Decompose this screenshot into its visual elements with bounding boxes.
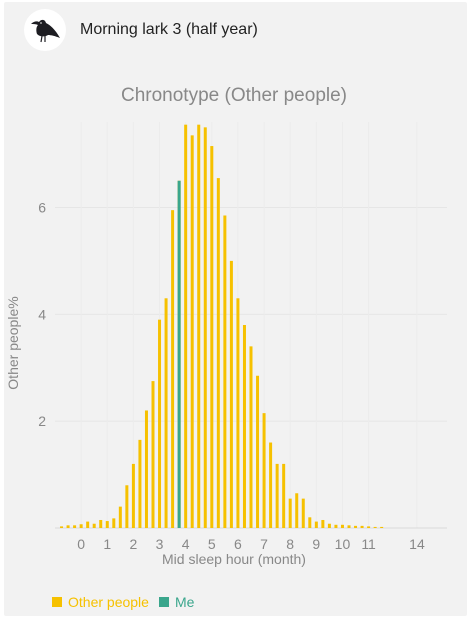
bar-other-people[interactable] (112, 518, 116, 528)
bird-icon (31, 19, 60, 43)
bar-other-people[interactable] (301, 498, 305, 528)
bar-other-people[interactable] (275, 463, 279, 528)
legend-label-me: Me (174, 594, 195, 610)
bar-other-people[interactable] (360, 525, 364, 528)
bar-other-people[interactable] (373, 526, 377, 528)
bar-other-people[interactable] (125, 485, 129, 528)
bar-other-people[interactable] (92, 523, 96, 528)
bar-other-people[interactable] (79, 524, 83, 528)
bar-other-people[interactable] (262, 413, 266, 528)
bar-other-people[interactable] (340, 524, 344, 528)
bar-other-people[interactable] (73, 525, 77, 528)
legend: Other people Me (52, 594, 204, 610)
bar-other-people[interactable] (347, 525, 351, 528)
avatar (24, 9, 66, 51)
x-tick-label: 7 (260, 536, 268, 552)
bar-other-people[interactable] (295, 493, 299, 528)
x-tick-label: 1 (103, 536, 111, 552)
x-tick-label: 6 (234, 536, 242, 552)
y-tick-label: 6 (38, 199, 46, 215)
bar-other-people[interactable] (314, 521, 318, 528)
bars (60, 124, 384, 529)
bar-other-people[interactable] (60, 526, 64, 528)
x-tick-label: 4 (182, 536, 190, 552)
bar-other-people[interactable] (282, 463, 286, 528)
x-tick-label: 2 (130, 536, 138, 552)
bar-other-people[interactable] (327, 523, 331, 528)
bar-other-people[interactable] (242, 325, 246, 528)
bar-other-people[interactable] (223, 215, 227, 528)
header: Morning lark 3 (half year) (24, 8, 258, 52)
bar-other-people[interactable] (184, 124, 188, 528)
axis-ticks: 2 4 6 0 1 2 3 4 5 6 7 8 9 10 11 14 (38, 199, 425, 552)
bar-other-people[interactable] (256, 375, 260, 528)
x-tick-label: 8 (286, 536, 294, 552)
y-axis-label: Other people% (5, 296, 21, 389)
legend-swatch-me (158, 597, 169, 607)
x-tick-label: 9 (312, 536, 320, 552)
bar-other-people[interactable] (308, 517, 312, 528)
bar-other-people[interactable] (354, 525, 358, 528)
bar-other-people[interactable] (138, 439, 142, 528)
bar-other-people[interactable] (105, 521, 109, 528)
chart-title: Chronotype (Other people) (121, 85, 347, 106)
bar-other-people[interactable] (144, 410, 148, 528)
legend-item-me[interactable]: Me (158, 594, 195, 610)
x-tick-label: 0 (77, 536, 85, 552)
bar-other-people[interactable] (216, 178, 220, 528)
y-tick-label: 2 (38, 413, 46, 429)
bar-other-people[interactable] (380, 526, 384, 528)
x-tick-label: 10 (335, 536, 351, 552)
y-tick-label: 4 (38, 306, 46, 322)
bar-other-people[interactable] (164, 298, 168, 528)
bar-me[interactable] (177, 180, 181, 528)
bar-other-people[interactable] (151, 381, 155, 528)
legend-item-other-people[interactable]: Other people (52, 594, 149, 610)
bar-other-people[interactable] (190, 135, 194, 528)
x-tick-label: 3 (156, 536, 164, 552)
bar-other-people[interactable] (288, 498, 292, 528)
bar-other-people[interactable] (229, 260, 233, 528)
bar-other-people[interactable] (171, 210, 175, 529)
bar-other-people[interactable] (203, 127, 207, 528)
bar-other-people[interactable] (118, 506, 122, 528)
x-tick-label: 14 (409, 536, 425, 552)
bar-other-people[interactable] (131, 463, 135, 528)
header-title: Morning lark 3 (half year) (80, 21, 258, 38)
bar-other-people[interactable] (367, 526, 371, 528)
bar-other-people[interactable] (197, 124, 201, 528)
x-axis-label: Mid sleep hour (month) (162, 551, 306, 567)
x-tick-label: 11 (361, 536, 376, 552)
bar-other-people[interactable] (334, 524, 338, 528)
legend-swatch-other-people (52, 597, 62, 607)
bar-other-people[interactable] (236, 298, 240, 528)
legend-label-other-people: Other people (68, 594, 149, 610)
bar-other-people[interactable] (269, 442, 273, 528)
bar-other-people[interactable] (210, 146, 214, 528)
bar-other-people[interactable] (249, 346, 253, 528)
x-tick-label: 5 (208, 536, 216, 552)
bar-other-people[interactable] (66, 525, 70, 528)
bar-other-people[interactable] (321, 519, 325, 528)
bar-other-people[interactable] (86, 521, 90, 528)
bar-other-people[interactable] (99, 519, 103, 528)
bar-other-people[interactable] (158, 319, 162, 528)
